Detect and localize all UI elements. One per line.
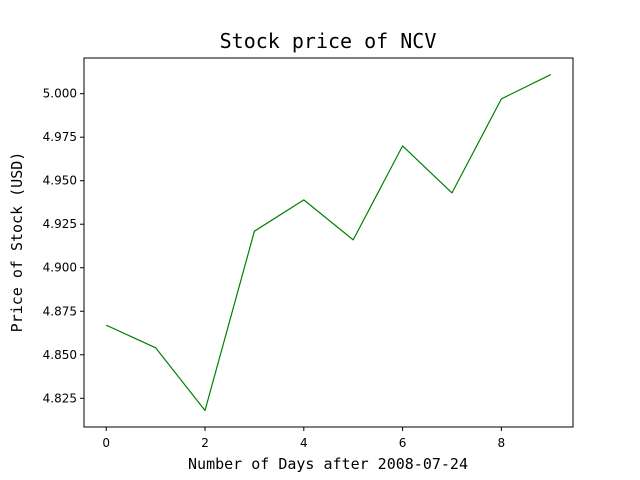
x-tick-label: 4 xyxy=(300,436,308,450)
y-tick-label: 4.950 xyxy=(43,174,77,188)
series-line xyxy=(105,74,552,412)
y-tick-label: 4.875 xyxy=(43,304,77,318)
x-tick-label: 2 xyxy=(201,436,209,450)
y-tick-label: 4.850 xyxy=(43,348,77,362)
y-tick-label: 4.825 xyxy=(43,391,77,405)
x-tick-label: 8 xyxy=(498,436,506,450)
series-layer xyxy=(105,74,552,412)
plot-area xyxy=(83,57,574,428)
y-tick-label: 5.000 xyxy=(43,87,77,101)
x-axis-label: Number of Days after 2008-07-24 xyxy=(188,455,468,473)
y-tick-label: 4.900 xyxy=(43,261,77,275)
x-tick-label: 0 xyxy=(102,436,110,450)
x-axis: 0 2 4 6 8 xyxy=(102,427,505,450)
y-tick-label: 4.925 xyxy=(43,217,77,231)
y-axis-label: Price of Stock (USD) xyxy=(8,152,26,333)
x-tick-label: 6 xyxy=(399,436,407,450)
y-axis: 4.825 4.850 4.875 4.900 4.925 4.950 4.975 5.000 xyxy=(43,87,84,405)
y-tick-label: 4.975 xyxy=(43,130,77,144)
chart-title: Stock price of NCV xyxy=(220,29,437,53)
